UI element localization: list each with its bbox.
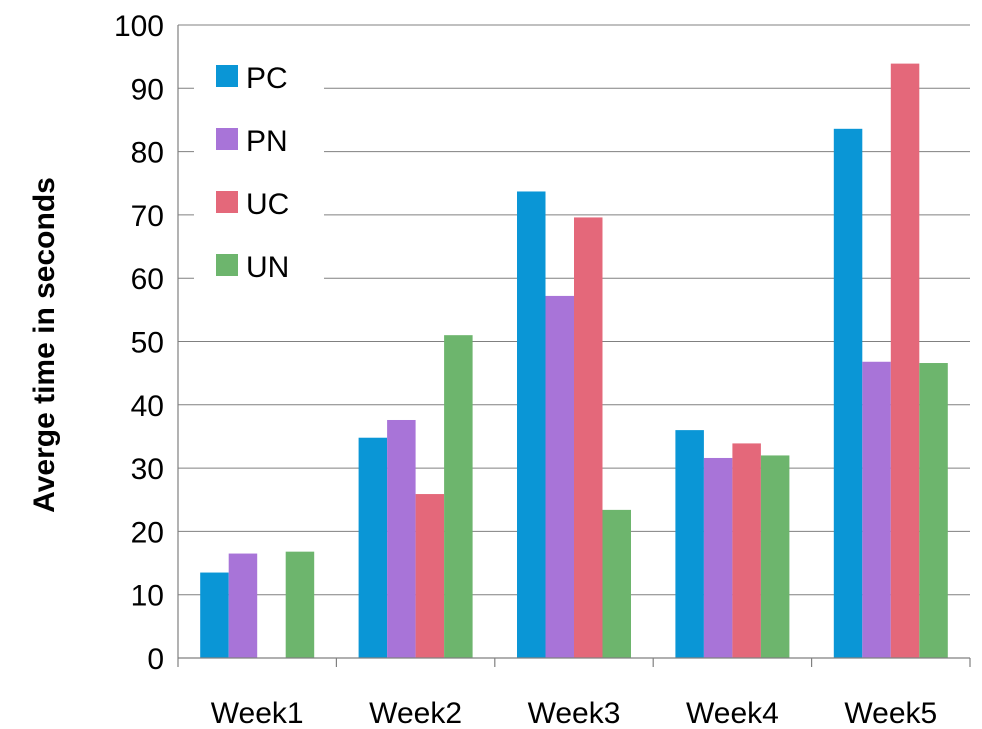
- bar-pc-week2: [358, 437, 388, 658]
- bar-un-week3: [602, 509, 631, 658]
- bar-pc-week5: [833, 128, 863, 658]
- y-tick-label: 60: [131, 263, 164, 296]
- bar-pc-week3: [517, 191, 546, 658]
- y-tick-label: 20: [131, 516, 164, 549]
- bars: [200, 63, 948, 659]
- legend-swatch-un: [216, 254, 238, 276]
- x-tick-label: Week3: [528, 697, 621, 729]
- bar-pc-week4: [675, 430, 704, 658]
- y-tick-label: 0: [147, 643, 164, 676]
- legend-label-un: UN: [246, 251, 289, 284]
- bar-pn-week5: [862, 361, 891, 658]
- bar-un-week1: [285, 551, 315, 658]
- y-tick-label: 80: [131, 137, 164, 170]
- bar-pn-week1: [228, 553, 258, 658]
- bar-uc-week4: [732, 443, 761, 658]
- y-tick-label: 100: [114, 10, 164, 43]
- y-tick-label: 10: [131, 580, 164, 613]
- y-tick-label: 30: [131, 453, 164, 486]
- bar-un-week4: [760, 455, 790, 658]
- y-tick-label: 40: [131, 390, 164, 423]
- x-tick-label: Week4: [686, 697, 779, 729]
- y-axis-title: Averge time in seconds: [28, 177, 61, 513]
- legend-swatch-uc: [216, 191, 238, 213]
- y-tick-label: 50: [131, 327, 164, 360]
- x-tick-label: Week1: [211, 697, 304, 729]
- legend-swatch-pc: [216, 65, 238, 87]
- bar-pc-week1: [200, 572, 229, 658]
- y-tick-labels: 0 10 20 30 40 50 60 70 80 90 100: [114, 10, 164, 676]
- legend-background: [194, 47, 324, 286]
- x-tick-label: Week5: [844, 697, 937, 729]
- legend-label-pc: PC: [246, 62, 288, 95]
- x-tick-labels: Week1 Week2 Week3 Week4 Week5: [211, 697, 937, 729]
- bar-uc-week5: [890, 63, 920, 659]
- y-tick-label: 90: [131, 73, 164, 106]
- legend-label-uc: UC: [246, 188, 289, 221]
- bar-uc-week2: [415, 494, 445, 658]
- bar-un-week2: [444, 335, 473, 658]
- x-tick-label: Week2: [369, 697, 462, 729]
- axes: [177, 25, 971, 667]
- y-tick-label: 70: [131, 200, 164, 233]
- bar-pn-week4: [703, 457, 733, 658]
- bar-pn-week3: [545, 295, 574, 658]
- legend-label-pn: PN: [246, 125, 288, 158]
- bar-un-week5: [919, 363, 948, 658]
- bar-pn-week2: [387, 419, 416, 658]
- bar-uc-week3: [574, 217, 603, 658]
- legend-swatch-pn: [216, 128, 238, 150]
- legend: PC PN UC UN: [194, 47, 324, 286]
